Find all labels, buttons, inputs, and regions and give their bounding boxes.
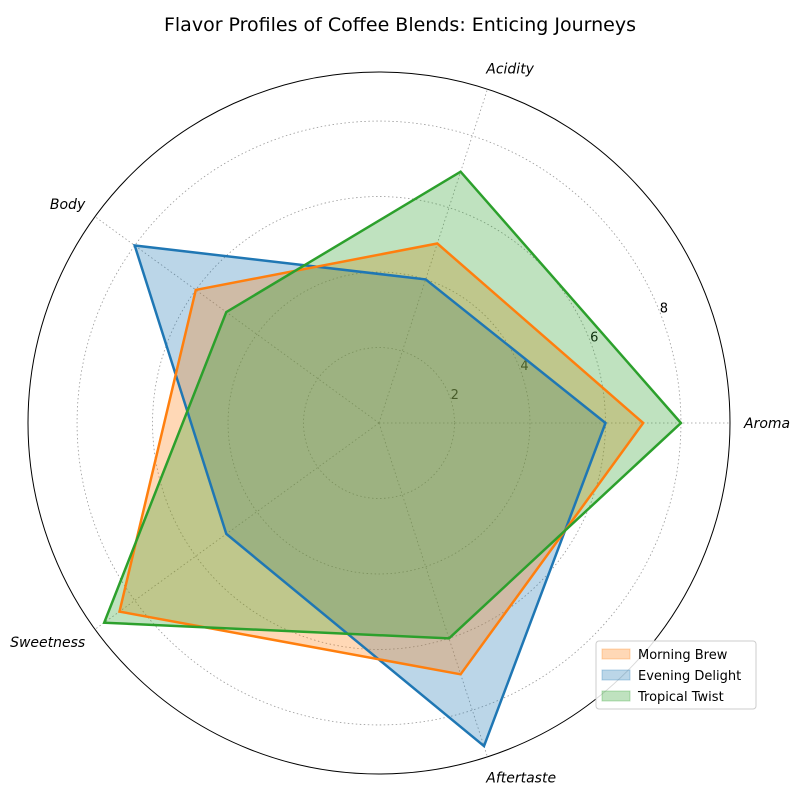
axis-spoke (378, 422, 488, 757)
legend-swatch (601, 648, 631, 660)
series-fill-evening-delight (134, 245, 606, 747)
axis-spoke (94, 422, 380, 630)
chart-title: Flavor Profiles of Coffee Blends: Entici… (164, 14, 636, 36)
grid-circle (227, 271, 531, 575)
axis-spoke (94, 216, 380, 424)
legend-label: Evening Delight (638, 669, 741, 684)
grid-circle (303, 347, 455, 499)
tick-label: 2 (451, 388, 459, 403)
axis-label-aftertaste: Aftertaste (485, 771, 556, 787)
series-line-tropical-twist (102, 170, 683, 640)
series-line-evening-delight (132, 244, 607, 749)
tick-label: 4 (520, 359, 528, 374)
axis-label-acidity: Acidity (485, 61, 534, 77)
legend-label: Morning Brew (638, 648, 728, 663)
tick-label: 8 (660, 301, 668, 316)
legend: Morning Brew Evening Delight Tropical Twis… (595, 640, 757, 710)
label-layer: Aroma Acidity Body Sweetness Aftertaste (10, 61, 790, 786)
series-fill-morning-brew (119, 243, 644, 675)
series-line-morning-brew (117, 242, 645, 676)
legend-label: Tropical Twist (637, 690, 724, 705)
legend-box (595, 640, 757, 710)
axis-label-body: Body (50, 197, 86, 213)
legend-swatch (601, 669, 631, 681)
legend-swatch (601, 690, 631, 702)
axis-label-aroma: Aroma (743, 416, 790, 432)
series-layer (102, 170, 683, 749)
tick-label: 6 (590, 330, 598, 345)
axis-label-sweetness: Sweetness (10, 635, 85, 651)
series-fill-tropical-twist (104, 171, 681, 639)
outer-ring (27, 71, 731, 775)
axis-spoke (378, 89, 488, 424)
